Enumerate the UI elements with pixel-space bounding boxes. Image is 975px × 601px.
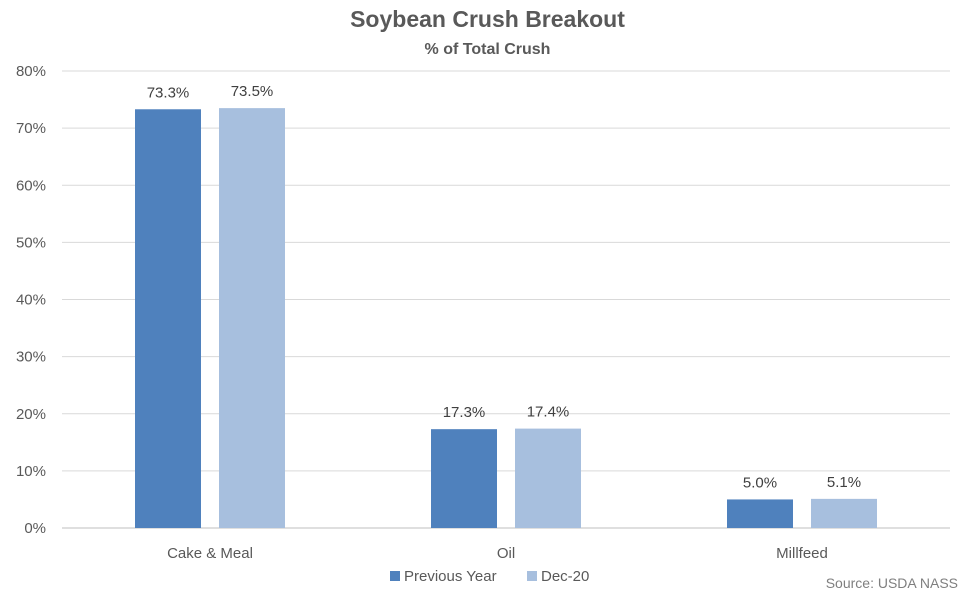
legend-swatch bbox=[390, 571, 400, 581]
source-note: Source: USDA NASS bbox=[825, 575, 958, 591]
bar bbox=[135, 109, 201, 529]
data-label: 5.0% bbox=[743, 474, 777, 491]
chart-subtitle: % of Total Crush bbox=[424, 41, 551, 58]
y-tick-label: 70% bbox=[16, 120, 46, 137]
bar bbox=[811, 498, 877, 528]
y-tick-label: 0% bbox=[24, 520, 46, 537]
bars bbox=[135, 108, 877, 529]
bar bbox=[431, 429, 497, 528]
y-tick-label: 50% bbox=[16, 234, 46, 251]
y-tick-label: 30% bbox=[16, 349, 46, 366]
data-label: 73.3% bbox=[147, 84, 190, 101]
data-label: 5.1% bbox=[827, 474, 861, 491]
data-label: 73.5% bbox=[231, 83, 274, 100]
data-label: 17.3% bbox=[443, 404, 486, 421]
chart-title: Soybean Crush Breakout bbox=[350, 6, 625, 32]
gridlines bbox=[62, 70, 950, 529]
legend-swatch bbox=[527, 571, 537, 581]
y-tick-label: 60% bbox=[16, 177, 46, 194]
y-axis-ticks: 0% 10% 20% 30% 40% 50% 60% 70% 80% bbox=[16, 63, 46, 537]
data-labels: 73.3% 73.5% 17.3% 17.4% 5.0% 5.1% bbox=[147, 83, 861, 491]
bar bbox=[515, 428, 581, 528]
data-label: 17.4% bbox=[527, 404, 570, 421]
y-tick-label: 80% bbox=[16, 63, 46, 80]
x-tick-label: Oil bbox=[497, 545, 515, 562]
x-tick-label: Millfeed bbox=[776, 545, 828, 562]
y-tick-label: 40% bbox=[16, 292, 46, 309]
legend-label: Dec-20 bbox=[541, 568, 589, 585]
y-tick-label: 10% bbox=[16, 463, 46, 480]
legend: Previous Year Dec-20 bbox=[390, 568, 589, 585]
bar bbox=[727, 499, 793, 528]
bar bbox=[219, 108, 285, 528]
x-tick-label: Cake & Meal bbox=[167, 545, 253, 562]
x-axis-ticks: Cake & Meal Oil Millfeed bbox=[167, 545, 828, 562]
y-tick-label: 20% bbox=[16, 406, 46, 423]
legend-label: Previous Year bbox=[404, 568, 497, 585]
